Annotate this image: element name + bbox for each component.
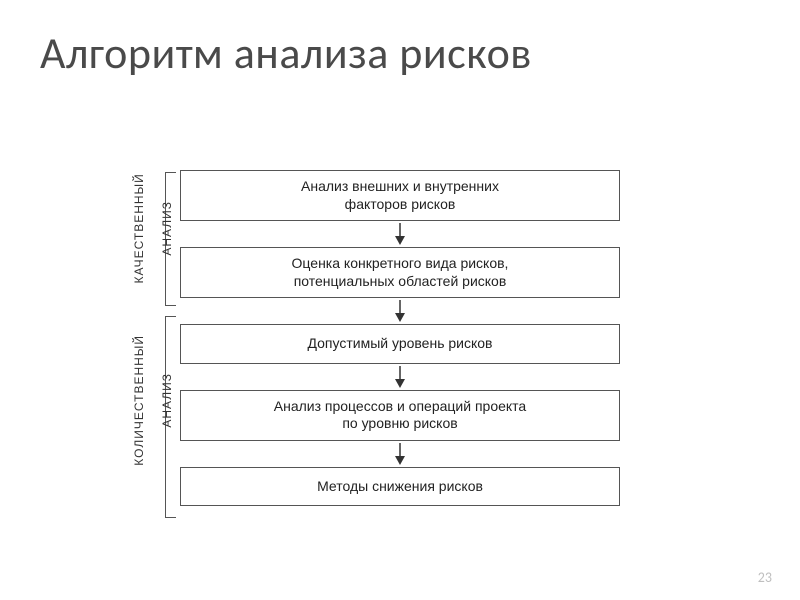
arrow-4 [180,441,620,467]
bracket-qual-line1: КАЧЕСТВЕННЫЙ [132,173,146,283]
bracket-label-quantitative: КОЛИЧЕСТВЕННЫЙ АНАЛИЗ [118,314,188,504]
box3-line1: Допустимый уровень рисков [308,335,493,351]
flow-box-2: Оценка конкретного вида рисков, потенциа… [180,247,620,298]
flow-box-5: Методы снижения рисков [180,467,620,507]
box4-line1: Анализ процессов и операций проекта [274,398,526,414]
bracket-qual-line2: АНАЛИЗ [160,201,174,256]
box2-line2: потенциальных областей рисков [294,273,507,289]
arrow-down-icon [393,443,407,465]
flow-box-3: Допустимый уровень рисков [180,324,620,364]
arrow-2 [180,298,620,324]
arrow-3 [180,364,620,390]
bracket-quant-line2: АНАЛИЗ [160,373,174,428]
slide: Алгоритм анализа рисков КАЧЕСТВЕННЫЙ АНА… [0,0,800,600]
bracket-label-qualitative: КАЧЕСТВЕННЫЙ АНАЛИЗ [118,172,188,302]
box2-line1: Оценка конкретного вида рисков, [292,255,509,271]
arrow-1 [180,221,620,247]
slide-title: Алгоритм анализа рисков [40,26,532,80]
flow-box-4: Анализ процессов и операций проекта по у… [180,390,620,441]
arrow-down-icon [393,366,407,388]
box1-line2: факторов рисков [345,196,456,212]
box4-line2: по уровню рисков [342,415,457,431]
flow-box-1: Анализ внешних и внутренних факторов рис… [180,170,620,221]
box1-line1: Анализ внешних и внутренних [301,178,499,194]
flowchart: Анализ внешних и внутренних факторов рис… [180,170,620,506]
box5-line1: Методы снижения рисков [317,478,483,494]
arrow-down-icon [393,300,407,322]
bracket-quant-line1: КОЛИЧЕСТВЕННЫЙ [132,335,146,466]
arrow-down-icon [393,223,407,245]
page-number: 23 [758,569,772,586]
